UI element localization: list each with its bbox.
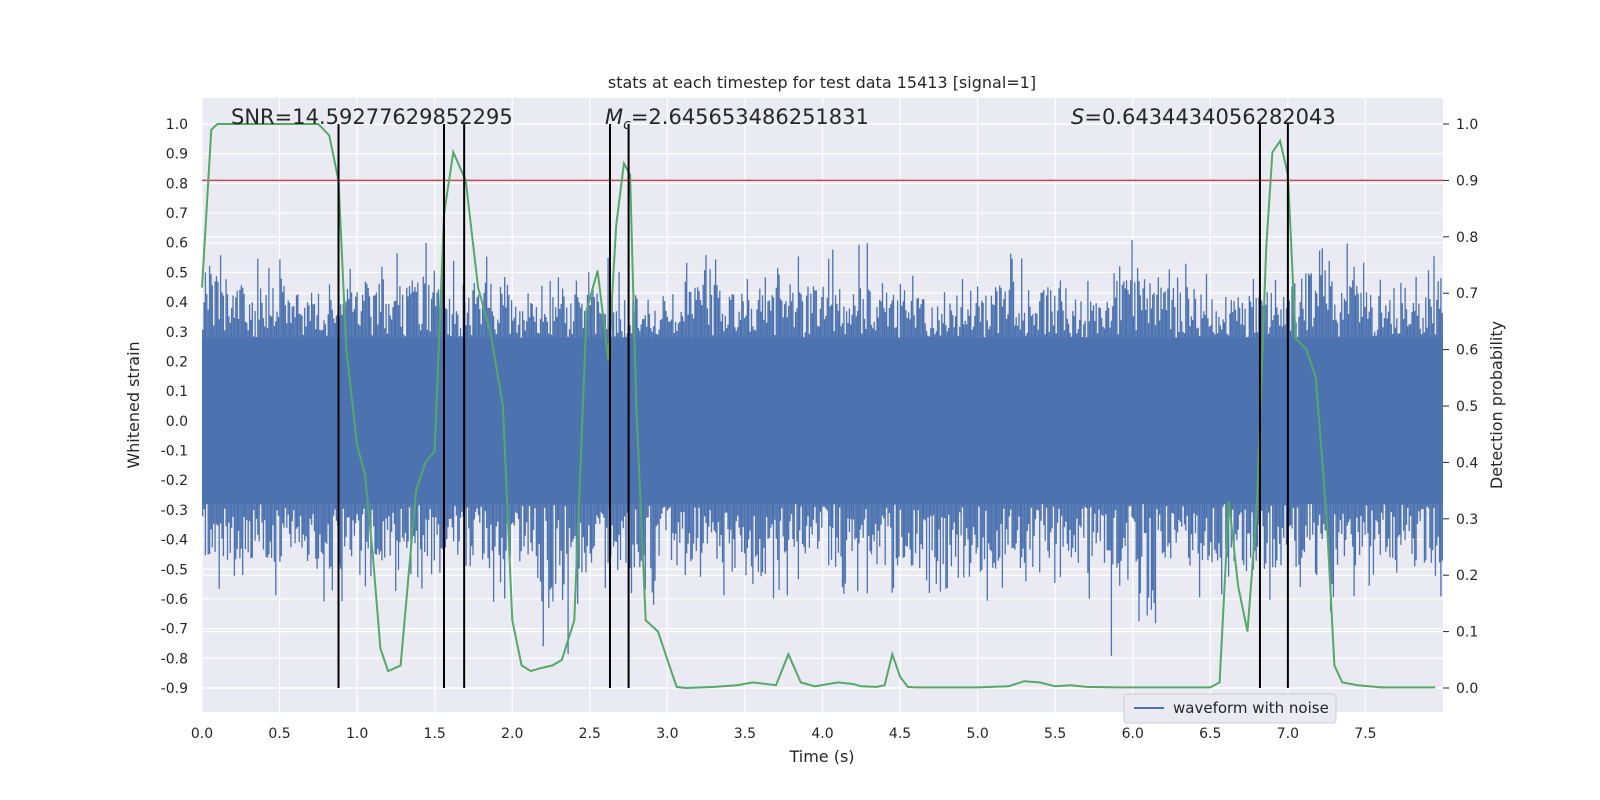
chart-title: stats at each timestep for test data 154… [608, 73, 1036, 92]
event-vertical-lines [337, 124, 1289, 688]
y-tick-label: 0.2 [166, 354, 188, 370]
y-tick-label: 0.7 [166, 206, 188, 222]
x-axis-label: Time (s) [788, 747, 854, 766]
y-tick-label: 0.8 [166, 176, 188, 192]
y-tick-label: 0.5 [166, 265, 188, 281]
chirp-mass-annotation: Mc=2.645653486251831 [605, 105, 869, 133]
legend: waveform with noise [1123, 693, 1337, 724]
legend-box [1123, 693, 1337, 724]
y2-tick-label: 0.6 [1456, 343, 1478, 359]
x-tick-label: 3.0 [656, 726, 678, 742]
x-tick-label: 1.0 [346, 726, 368, 742]
y-tick-label: 0.3 [166, 325, 188, 341]
x-tick-label: 0.0 [191, 726, 213, 742]
y2-tick-label: 0.8 [1456, 230, 1478, 246]
y2-tick-label: 0.0 [1456, 681, 1478, 697]
y-tick-label: -0.9 [161, 681, 188, 697]
y-tick-label: 0.6 [166, 236, 188, 252]
snr-annotation: SNR=14.59277629852295 [231, 105, 513, 129]
chirp-mass-value: =2.645653486251831 [631, 105, 869, 129]
y-tick-label: 0.0 [166, 414, 188, 430]
x-tick-label: 7.0 [1277, 726, 1299, 742]
y-tick-label: -0.6 [161, 592, 188, 608]
y2-tick-label: 0.5 [1456, 399, 1478, 415]
y-tick-label: -0.8 [161, 651, 188, 667]
y2-tick-label: 0.9 [1456, 173, 1478, 189]
y-tick-label: -0.2 [161, 473, 188, 489]
y-tick-label: -0.4 [161, 533, 188, 549]
x-tick-label: 2.0 [501, 726, 523, 742]
waveform-series [202, 240, 1443, 656]
detection-probability-series [201, 123, 1436, 690]
y2-tick-label: 0.2 [1456, 568, 1478, 584]
chirp-mass-symbol: M [605, 105, 623, 129]
y-tick-label: 0.9 [166, 147, 188, 163]
legend-label: waveform with noise [1173, 699, 1329, 717]
y-axis-label: Whitened strain [124, 341, 143, 468]
x-tick-label: 2.5 [579, 726, 601, 742]
y-tick-label: -0.3 [161, 503, 188, 519]
waveform-spikes [202, 240, 1443, 656]
y2-axis-label: Detection probability [1487, 321, 1506, 489]
x-tick-label: 7.5 [1354, 726, 1376, 742]
x-tick-labels: 0.0 0.5 1.0 1.5 2.0 2.5 3.0 3.5 4.0 4.5 5.0 5.5 6.0 6… [191, 726, 1377, 742]
y-tick-label: 0.1 [166, 384, 188, 400]
y-tick-label: -0.5 [161, 562, 188, 578]
x-tick-label: 6.0 [1122, 726, 1144, 742]
y2-tick-label: 1.0 [1456, 117, 1478, 133]
x-tick-label: 4.5 [889, 726, 911, 742]
detection-line [201, 123, 1436, 690]
y2-tick-labels: 1.0 0.9 0.8 0.7 0.6 0.5 0.4 0.3 0.2 0.1 0.0 [1443, 117, 1478, 697]
y2-tick-label: 0.4 [1456, 455, 1478, 471]
x-tick-label: 3.5 [734, 726, 756, 742]
s-symbol: S [1071, 105, 1084, 129]
x-tick-label: 5.0 [966, 726, 988, 742]
x-tick-label: 5.5 [1044, 726, 1066, 742]
y-tick-label: 1.0 [166, 117, 188, 133]
x-tick-label: 6.5 [1199, 726, 1221, 742]
x-tick-label: 4.0 [811, 726, 833, 742]
x-tick-label: 0.5 [268, 726, 290, 742]
x-tick-label: 1.5 [424, 726, 446, 742]
chirp-mass-subscript: c [623, 117, 631, 133]
y2-tick-label: 0.3 [1456, 512, 1478, 528]
y2-tick-label: 0.1 [1456, 625, 1478, 641]
y2-tick-label: 0.7 [1456, 286, 1478, 302]
y-tick-labels: 1.0 0.9 0.8 0.7 0.6 0.5 0.4 0.3 0.2 0.1 0.0 -0.1 -0.… [161, 117, 188, 697]
s-value: =0.6434434056282043 [1084, 105, 1335, 129]
y-tick-label: -0.7 [161, 622, 188, 638]
waveform-core-band [202, 337, 1443, 504]
y-tick-label: -0.1 [161, 444, 188, 460]
s-annotation: S=0.6434434056282043 [1071, 105, 1336, 129]
y-tick-label: 0.4 [166, 295, 188, 311]
